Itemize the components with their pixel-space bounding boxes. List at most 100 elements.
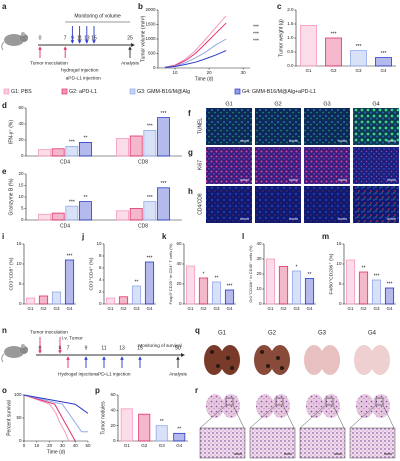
panel-letter: q [195, 326, 200, 335]
micrograph [206, 108, 252, 145]
panel-letter: i [2, 232, 4, 241]
nodule [210, 350, 214, 354]
significance: *** [147, 195, 153, 201]
label: aPD-L1 injection [66, 75, 102, 81]
bar [129, 135, 143, 157]
legend-swatch [3, 88, 10, 95]
panel-letter: p [95, 386, 100, 395]
x-tick-label: G1 [267, 306, 274, 311]
x-tick-label: G2 [280, 306, 287, 311]
lung-section [322, 394, 340, 418]
column-label: G4 [368, 331, 377, 337]
label: hydrogel injection [61, 67, 99, 73]
y-tick-label: 15 [336, 241, 342, 246]
bar [143, 129, 157, 157]
y-tick-label: 0 [179, 301, 182, 306]
micrograph [206, 147, 252, 184]
x-axis-label: Time (d) [195, 76, 214, 82]
nodule [230, 366, 234, 370]
y-tick-label: 1.5 [287, 21, 294, 26]
label: Tumor inoculation [30, 60, 68, 66]
bar [129, 208, 143, 221]
x-tick-label: 0 [23, 443, 26, 448]
y-tick-label: 100 [14, 392, 22, 397]
bar [51, 148, 65, 157]
y-tick-label: 0 [19, 301, 22, 306]
significance: * [296, 264, 298, 270]
x-tick-label: G3 [355, 68, 362, 73]
bar [173, 432, 186, 442]
zoom-line [332, 404, 345, 429]
nodule [260, 350, 264, 354]
lung [354, 345, 374, 375]
bar [38, 213, 51, 221]
lung [370, 345, 390, 375]
x-axis-label: Time (d) [47, 449, 66, 455]
x-tick-label: G2 [120, 306, 127, 311]
x-tick-label: G1 [305, 68, 312, 73]
bar [38, 149, 51, 157]
mouse-head [20, 34, 28, 42]
x-tick-label: G1 [187, 306, 194, 311]
column-label: G1 [225, 101, 232, 107]
lung-section [356, 394, 374, 418]
x-tick-label: G3 [159, 443, 166, 448]
lung-section [372, 394, 390, 418]
panel-letter: h [188, 187, 193, 196]
bar [157, 187, 170, 221]
x-tick-label: CD8 [138, 159, 148, 165]
legend-swatch [129, 88, 136, 95]
y-tick-label: 20 [18, 171, 24, 176]
column-label: G2 [268, 331, 277, 337]
series-line [23, 394, 70, 442]
zoom-line [382, 404, 395, 429]
lung-section [206, 394, 224, 418]
lung-section [256, 394, 274, 418]
significance: *** [69, 200, 75, 206]
micrograph [304, 108, 350, 145]
panel-letter: m [322, 232, 329, 241]
micrograph [349, 427, 396, 459]
panel-letter: f [188, 109, 191, 118]
bar [304, 278, 315, 305]
x-tick-label: G2 [40, 306, 47, 311]
bar [65, 205, 79, 221]
y-tick-label: 60 [18, 105, 24, 110]
zoom-box [225, 397, 234, 406]
zoom-line [282, 404, 295, 429]
nodule [280, 366, 284, 370]
x-tick-label: G3 [213, 306, 220, 311]
row-label: CD4/CD8 [197, 193, 203, 215]
x-tick-label: G2 [330, 68, 337, 73]
panel-letter: l [242, 232, 244, 241]
significance: *** [331, 31, 337, 37]
bar [65, 145, 79, 157]
bar [384, 287, 395, 305]
day-label: 7 [64, 35, 67, 41]
x-tick-label: G4 [386, 306, 393, 311]
day-label: 25 [127, 35, 133, 41]
panel-letter: b [138, 2, 143, 11]
label: aPD-L1 injection [95, 371, 131, 377]
significance: *** [253, 39, 259, 45]
day-label: 7 [67, 345, 70, 351]
significance: *** [227, 283, 233, 289]
series-line [164, 22, 227, 68]
bar [105, 297, 116, 305]
zoom-box [325, 397, 334, 406]
bar [358, 271, 369, 305]
nodule [216, 364, 220, 368]
y-tick-label: 2 [99, 289, 102, 294]
bar [79, 201, 92, 221]
micrograph [353, 108, 399, 145]
label: Tumor inoculation [30, 329, 68, 335]
y-tick-label: 40 [256, 241, 262, 246]
y-tick-label: 0 [113, 438, 116, 443]
significance: *** [387, 281, 393, 287]
x-tick-label: 40 [73, 443, 79, 448]
bar [155, 425, 168, 442]
bar [131, 285, 142, 305]
bar [64, 259, 75, 305]
x-tick-label: CD8 [138, 223, 148, 229]
bar [143, 201, 157, 221]
